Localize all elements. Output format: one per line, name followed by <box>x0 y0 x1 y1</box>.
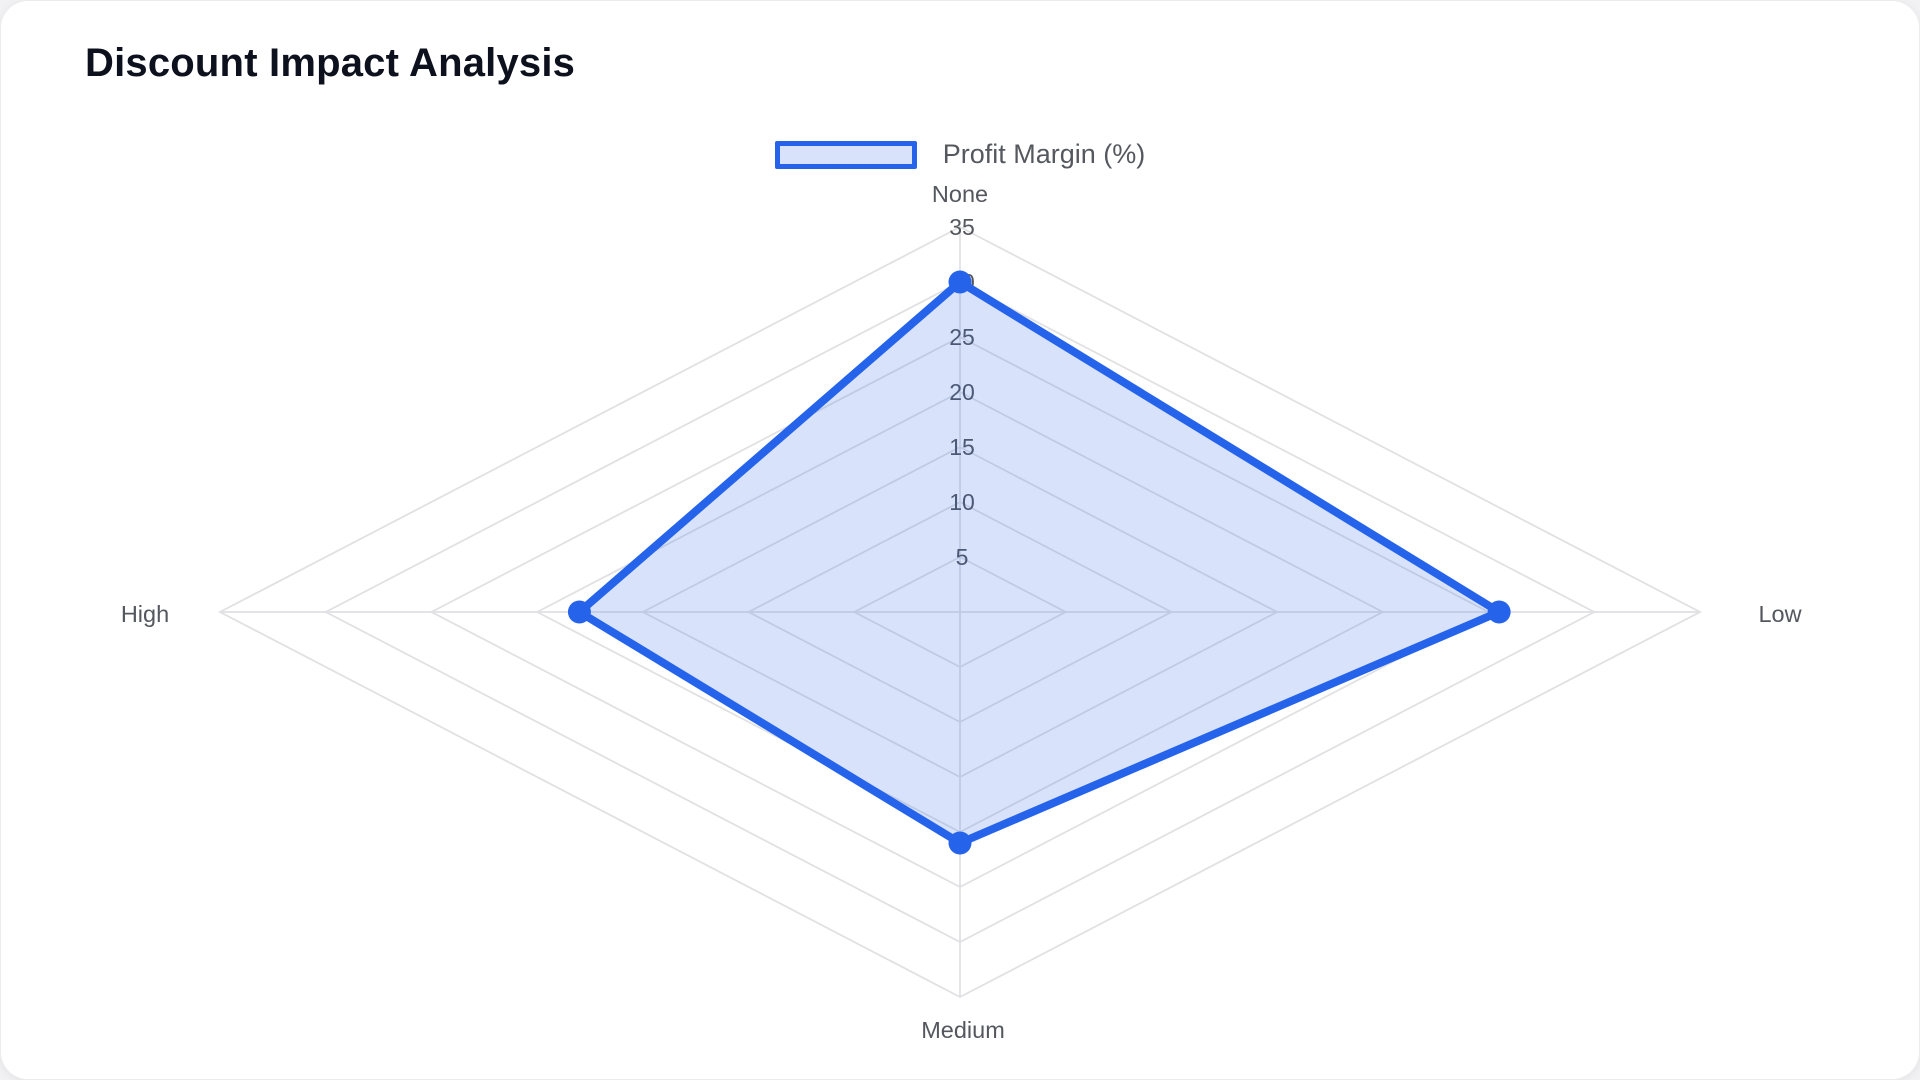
legend-label: Profit Margin (%) <box>942 139 1146 169</box>
radar-axis-label-high: High <box>121 601 169 627</box>
radar-tick-label: 10 <box>949 489 975 515</box>
radar-tick-label: 5 <box>956 544 969 570</box>
radar-data-polygon <box>575 278 1504 847</box>
radar-tick-label: 15 <box>949 434 975 460</box>
radar-tick-label: 25 <box>949 324 975 350</box>
radar-gridline <box>852 555 1068 669</box>
radar-axis-label-medium: Medium <box>921 1017 1005 1043</box>
radar-gridline <box>746 500 1174 724</box>
radar-gridline <box>640 445 1280 779</box>
radar-axis-label-low: Low <box>1758 601 1802 627</box>
legend[interactable]: Profit Margin (%) <box>1 139 1919 170</box>
radar-gridline <box>429 335 1491 889</box>
radar-data-point <box>948 270 972 294</box>
radar-tick-label: 20 <box>949 379 975 405</box>
radar-data-point <box>567 600 591 624</box>
legend-swatch-icon <box>774 140 917 169</box>
radar-tick-label: 35 <box>949 214 975 240</box>
radar-data-point <box>1487 600 1511 624</box>
radar-gridline <box>218 225 1702 999</box>
radar-gridline <box>323 280 1597 944</box>
page-title: Discount Impact Analysis <box>85 41 576 85</box>
radar-data-point <box>948 831 972 855</box>
radar-axis-label-none: None <box>932 181 988 207</box>
